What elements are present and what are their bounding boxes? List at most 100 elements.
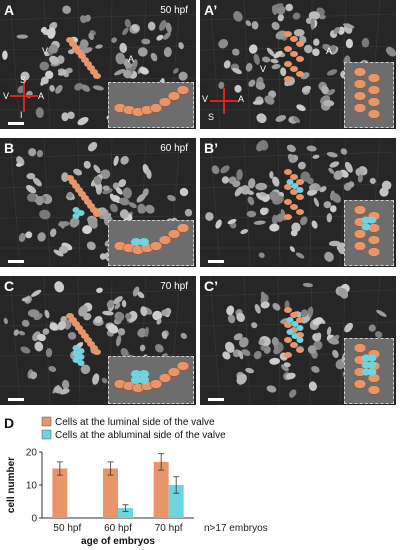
luminal-cell	[284, 76, 292, 82]
abluminal-cell	[291, 333, 299, 339]
cell-nucleus	[272, 5, 278, 16]
luminal-cell	[284, 169, 292, 175]
cell-nucleus	[106, 299, 114, 309]
luminal-cell	[93, 349, 101, 355]
ventricle-label: V	[42, 46, 49, 56]
cell-nucleus	[124, 19, 131, 28]
cell-nucleus	[347, 181, 355, 188]
cell-nucleus	[329, 205, 337, 213]
cell-nucleus	[254, 304, 261, 314]
cell-nucleus	[293, 28, 305, 37]
cell-nucleus	[80, 15, 87, 24]
cell-nucleus	[15, 162, 22, 167]
grid-line	[0, 151, 196, 159]
cell-nucleus	[117, 328, 126, 336]
cell-nucleus	[93, 164, 101, 174]
cell-nucleus	[255, 81, 266, 90]
cell-nucleus	[92, 373, 100, 385]
abluminal-cell	[72, 357, 80, 363]
cell-nucleus	[87, 141, 98, 152]
cell-nucleus	[255, 182, 268, 191]
cell-nucleus	[233, 333, 243, 341]
panel-a-time: 50 hpf	[160, 5, 188, 16]
cell-nucleus	[118, 179, 127, 188]
cell-nucleus	[69, 217, 80, 228]
x-tick-label: 70 hpf	[155, 523, 183, 534]
cell-nucleus	[37, 232, 46, 242]
cell-nucleus	[67, 111, 75, 120]
cell-nucleus	[238, 350, 244, 360]
axis-s-label: S	[20, 75, 27, 85]
cell-nucleus	[36, 149, 44, 158]
cell-nucleus	[81, 84, 91, 92]
abluminal-cell	[77, 210, 85, 216]
cell-nucleus	[114, 69, 126, 76]
luminal-cell	[353, 229, 367, 239]
cell-nucleus	[269, 171, 274, 179]
cell-nucleus	[118, 197, 130, 206]
cell-nucleus	[48, 44, 59, 54]
bar	[153, 461, 169, 518]
cell-nucleus	[21, 297, 30, 302]
cell-nucleus	[357, 174, 363, 183]
cell-nucleus	[323, 201, 332, 209]
abluminal-cell	[296, 187, 304, 193]
cell-nucleus	[275, 30, 287, 40]
cell-nucleus	[73, 168, 83, 176]
grid-line	[77, 138, 81, 267]
panel-a-render	[0, 0, 196, 129]
cell-nucleus	[83, 160, 91, 169]
luminal-cell	[284, 352, 292, 358]
panel-c-time: 70 hpf	[160, 281, 188, 292]
cell-nucleus	[295, 252, 305, 259]
cell-nucleus	[42, 328, 50, 335]
luminal-cell	[149, 241, 163, 251]
cell-nucleus	[224, 341, 235, 353]
x-tick-label: 50 hpf	[53, 523, 81, 534]
bar	[118, 508, 133, 518]
grid-line	[77, 0, 81, 129]
cell-nucleus	[300, 309, 309, 318]
cell-nucleus	[221, 176, 230, 184]
cell-nucleus	[95, 44, 103, 49]
cell-nucleus	[246, 210, 257, 218]
cell-nucleus	[80, 39, 89, 48]
cell-nucleus	[99, 253, 107, 260]
cell-nucleus	[340, 148, 348, 155]
cell-nucleus	[120, 155, 129, 165]
cell-nucleus	[137, 328, 148, 338]
cell-nucleus	[147, 21, 156, 31]
cell-nucleus	[326, 152, 338, 158]
cell-nucleus	[269, 191, 280, 202]
abluminal-cell	[367, 216, 377, 224]
panel-b-prime: B’	[200, 138, 396, 267]
cell-nucleus	[310, 18, 315, 30]
luminal-cell	[367, 247, 381, 257]
cell-nucleus	[94, 316, 103, 324]
cell-nucleus	[180, 332, 187, 339]
cell-nucleus	[355, 167, 364, 177]
cell-nucleus	[266, 385, 277, 393]
cell-nucleus	[25, 231, 33, 239]
cell-nucleus	[44, 309, 50, 319]
cell-nucleus	[238, 337, 249, 348]
grid-line	[309, 138, 313, 267]
cell-nucleus	[167, 194, 176, 202]
cell-nucleus	[232, 67, 242, 75]
luminal-cell	[290, 36, 298, 42]
luminal-cell	[290, 66, 298, 72]
luminal-cell	[296, 347, 304, 353]
cell-nucleus	[32, 177, 42, 187]
cell-nucleus	[319, 14, 326, 20]
grid-line	[200, 289, 396, 297]
cell-nucleus	[304, 44, 313, 54]
cell-nucleus	[248, 79, 256, 87]
cell-nucleus	[232, 180, 241, 188]
luminal-cell	[93, 211, 101, 217]
cell-nucleus	[236, 169, 243, 181]
cell-nucleus	[327, 88, 336, 96]
luminal-cell	[367, 385, 381, 395]
panel-b-label: B	[4, 140, 15, 156]
cell-nucleus	[165, 22, 172, 33]
cell-nucleus	[83, 312, 92, 321]
